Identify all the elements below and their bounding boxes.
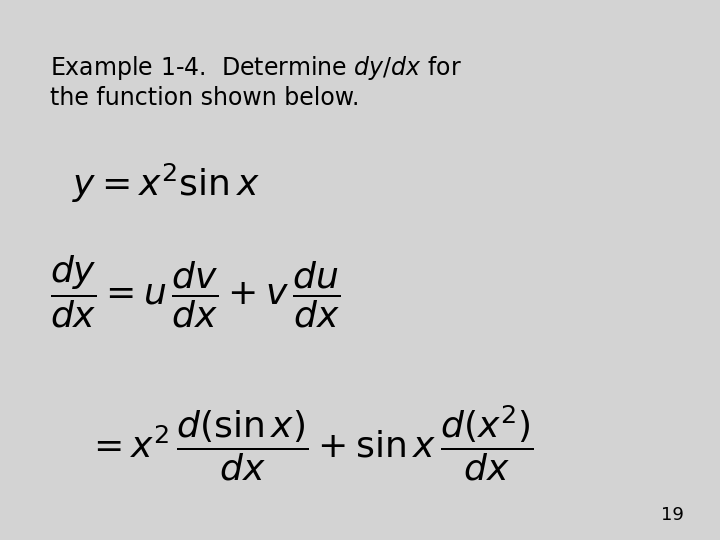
Text: 19: 19 bbox=[661, 506, 684, 524]
Text: Example 1-4.  Determine $\mathit{dy/dx}$ for
the function shown below.: Example 1-4. Determine $\mathit{dy/dx}$ … bbox=[50, 54, 462, 110]
Text: $= x^2\,\dfrac{d\left(\sin x\right)}{dx} + \sin x\,\dfrac{d\left(x^2\right)}{dx}: $= x^2\,\dfrac{d\left(\sin x\right)}{dx}… bbox=[86, 403, 534, 483]
Text: $y = x^2 \sin x$: $y = x^2 \sin x$ bbox=[72, 162, 260, 205]
Text: $\dfrac{dy}{dx} = u\,\dfrac{dv}{dx} + v\,\dfrac{du}{dx}$: $\dfrac{dy}{dx} = u\,\dfrac{dv}{dx} + v\… bbox=[50, 253, 341, 330]
